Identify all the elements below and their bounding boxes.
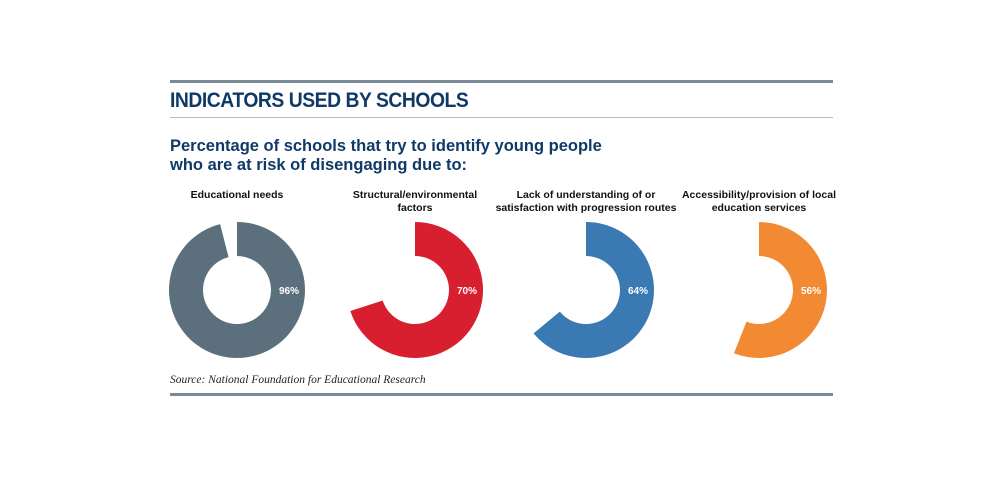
donut-value-label-3: 64% xyxy=(628,286,648,297)
subtitle-line-2: who are at risk of disengaging due to: xyxy=(170,156,468,174)
donut-segment-4 xyxy=(733,222,827,358)
bottom-rule xyxy=(170,393,833,396)
title-divider xyxy=(170,117,833,118)
subtitle-line-1: Percentage of schools that try to identi… xyxy=(170,137,602,155)
label-line: Lack of understanding of or xyxy=(516,189,656,201)
source-note: Source: National Foundation for Educatio… xyxy=(170,374,426,386)
donut-value-label-1: 96% xyxy=(279,286,299,297)
chart-title: INDICATORS USED BY SCHOOLS xyxy=(170,89,469,112)
donut-value-label-2: 70% xyxy=(457,286,477,297)
donut-label-educational-needs: Educational needs xyxy=(137,189,337,202)
label-line: Structural/environmental xyxy=(352,189,478,201)
label-line: Educational needs xyxy=(190,189,284,201)
chart-subtitle: Percentage of schools that try to identi… xyxy=(170,137,690,175)
label-line: satisfaction with progression routes xyxy=(495,202,677,214)
donut-segment-1 xyxy=(168,222,305,358)
donut-label-local-education-services: Accessibility/provision of local educati… xyxy=(659,189,859,215)
label-line: factors xyxy=(397,202,433,214)
donut-value-label-4: 56% xyxy=(801,286,821,297)
donut-label-progression-routes: Lack of understanding of or satisfaction… xyxy=(486,189,686,215)
label-line: Accessibility/provision of local xyxy=(681,189,837,201)
donut-segment-2 xyxy=(350,222,483,358)
label-line: education services xyxy=(711,202,807,214)
top-rule xyxy=(170,80,833,83)
donut-label-structural-factors: Structural/environmental factors xyxy=(315,189,515,215)
donut-segment-3 xyxy=(533,222,655,358)
